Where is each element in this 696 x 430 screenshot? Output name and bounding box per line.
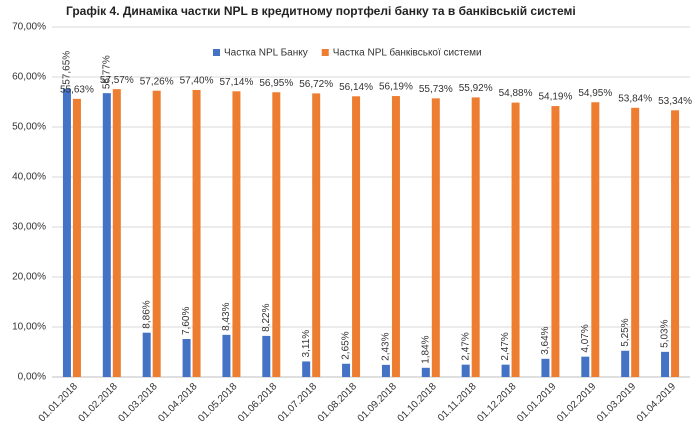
bar — [232, 91, 241, 378]
x-tick-label: 01.10.2018 — [396, 381, 439, 424]
y-tick-label: 70,00% — [12, 22, 46, 33]
bar — [551, 106, 560, 378]
data-label: 7,60% — [181, 307, 192, 335]
bar — [192, 90, 201, 377]
bar — [302, 361, 311, 377]
data-label: 5,03% — [660, 319, 671, 347]
x-tick-label: 01.03.2019 — [595, 381, 638, 424]
y-tick-label: 40,00% — [12, 172, 46, 183]
legend-swatch — [321, 49, 329, 56]
bar — [381, 364, 390, 377]
data-label: 2,43% — [381, 332, 392, 360]
bar — [342, 363, 351, 377]
data-label: 57,26% — [140, 76, 174, 87]
bar — [581, 356, 590, 377]
legend-label: Частка NPL Банку — [224, 48, 308, 59]
bar — [671, 110, 680, 378]
bar — [631, 107, 640, 378]
data-label: 55,73% — [419, 84, 453, 95]
data-label: 55,92% — [459, 83, 493, 94]
bar — [352, 96, 361, 378]
chart-title: Графік 4. Динаміка частки NPL в кредитно… — [66, 4, 576, 18]
data-label: 3,64% — [540, 326, 551, 354]
x-tick-label: 01.06.2018 — [236, 381, 279, 424]
bar — [591, 102, 600, 377]
bar — [461, 364, 470, 377]
x-tick-label: 01.08.2018 — [316, 381, 359, 424]
data-label: 2,65% — [341, 331, 352, 359]
data-label: 57,57% — [100, 75, 134, 86]
bar — [72, 98, 81, 377]
data-label: 3,11% — [301, 330, 312, 358]
bar — [391, 96, 400, 378]
x-tick-label: 01.04.2019 — [635, 381, 678, 424]
x-tick-label: 01.12.2018 — [475, 381, 518, 424]
data-label: 8,86% — [141, 300, 152, 328]
bar — [661, 351, 670, 377]
data-label: 53,84% — [618, 93, 652, 104]
bar — [471, 97, 480, 378]
data-label: 55,63% — [60, 84, 94, 95]
x-tick-label: 01.01.2019 — [515, 381, 558, 424]
bar — [62, 88, 71, 377]
data-label: 56,77% — [101, 55, 112, 89]
data-label: 57,40% — [180, 76, 214, 87]
x-tick-label: 01.02.2018 — [77, 381, 120, 424]
y-tick-label: 10,00% — [12, 322, 46, 333]
bar — [431, 98, 440, 377]
data-label: 57,65% — [62, 51, 73, 85]
data-label: 56,14% — [339, 82, 373, 93]
y-tick-label: 0,00% — [18, 372, 46, 383]
data-label: 4,07% — [580, 324, 591, 352]
bar — [421, 367, 430, 377]
bar — [272, 92, 281, 377]
x-tick-label: 01.05.2018 — [196, 381, 239, 424]
bar — [102, 93, 111, 378]
x-tick-label: 01.11.2018 — [436, 381, 479, 424]
data-label: 53,34% — [658, 96, 692, 107]
data-label: 56,95% — [259, 78, 293, 89]
data-label: 8,43% — [221, 302, 232, 330]
bar — [142, 332, 151, 377]
y-tick-label: 60,00% — [12, 72, 46, 83]
data-label: 54,95% — [578, 88, 612, 99]
data-label: 2,47% — [460, 332, 471, 360]
bar — [152, 90, 161, 377]
bar — [262, 335, 271, 377]
data-label: 56,72% — [299, 79, 333, 90]
x-tick-label: 01.02.2019 — [555, 381, 598, 424]
bar — [621, 350, 630, 377]
legend-label: Частка NPL банківської системи — [333, 47, 482, 59]
data-label: 1,84% — [420, 335, 431, 363]
data-label: 54,19% — [538, 92, 572, 103]
x-tick-label: 01.01.2018 — [37, 381, 80, 424]
bar — [511, 102, 520, 377]
bar — [112, 89, 121, 378]
x-tick-label: 01.03.2018 — [116, 381, 159, 424]
bar — [501, 364, 510, 377]
data-label: 5,25% — [620, 318, 631, 346]
data-label: 56,19% — [379, 82, 413, 93]
x-tick-label: 01.07.2018 — [276, 381, 319, 424]
data-label: 57,14% — [219, 77, 253, 88]
data-label: 8,22% — [261, 303, 272, 331]
y-tick-label: 50,00% — [12, 122, 46, 133]
x-tick-label: 01.09.2018 — [356, 381, 399, 424]
legend-swatch — [213, 49, 220, 56]
y-tick-label: 20,00% — [12, 272, 46, 283]
data-label: 2,47% — [500, 332, 511, 360]
x-tick-label: 01.04.2018 — [156, 381, 199, 424]
data-label: 54,88% — [499, 88, 533, 99]
bar — [541, 358, 550, 377]
bar — [222, 334, 231, 377]
bar — [182, 339, 191, 377]
bar — [312, 93, 321, 378]
y-tick-label: 30,00% — [12, 222, 46, 233]
